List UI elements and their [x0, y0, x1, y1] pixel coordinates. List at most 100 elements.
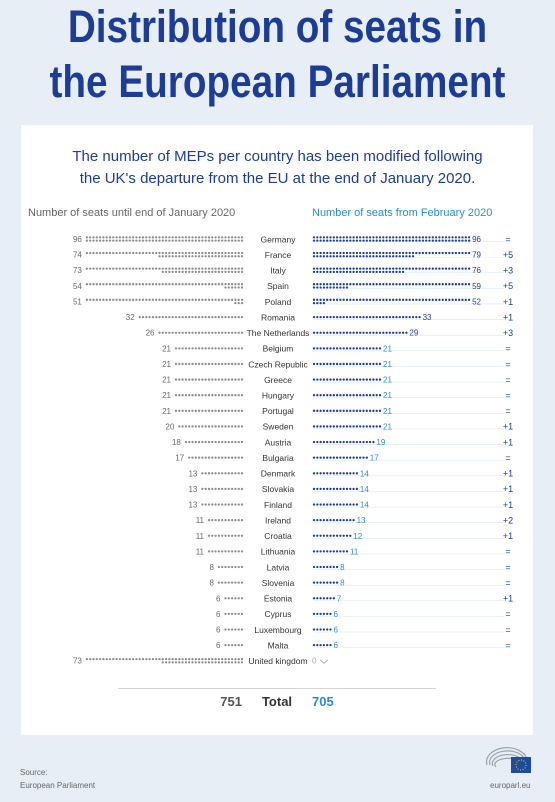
- before-the-netherlands-dot: [197, 331, 201, 334]
- before-italy-dot: [98, 267, 102, 270]
- after-romania-dot: [342, 315, 345, 319]
- after-germany-dot: [349, 239, 352, 242]
- after-bulgaria-dot: [326, 456, 329, 459]
- after-latvia-dot: [322, 565, 326, 569]
- before-greece-dot: [217, 378, 221, 381]
- after-italy-dot: [451, 267, 454, 270]
- before-estonia-dot: [240, 597, 244, 600]
- before-portugal-dot: [194, 409, 197, 412]
- before-france-dot: [125, 251, 128, 255]
- after-romania-dot: [355, 315, 359, 319]
- after-finland-dot: [316, 503, 319, 506]
- after-greece-dot: [345, 378, 349, 381]
- after-germany-dot: [454, 239, 458, 242]
- before-poland-dot: [237, 298, 240, 301]
- before-france-dot: [240, 251, 244, 255]
- before-france-dot: [217, 251, 221, 255]
- after-poland-dot: [395, 298, 398, 301]
- after-poland-dot: [454, 298, 458, 301]
- after-spain-dot: [408, 283, 411, 286]
- before-united-kingdom-dot: [230, 661, 234, 664]
- after-germany-dot: [418, 236, 421, 239]
- before-czech-republic-dot: [201, 362, 204, 366]
- after-italy-dot: [408, 267, 411, 270]
- before-france-dot: [161, 251, 164, 255]
- after-germany-dot: [425, 236, 428, 239]
- country-label-spain: Spain: [267, 281, 289, 291]
- after-czech-republic-dot: [322, 362, 326, 366]
- after-portugal-dot: [335, 409, 339, 412]
- after-germany-dot: [408, 239, 411, 242]
- after-bulgaria-dot: [365, 456, 368, 459]
- after-italy-dot: [395, 270, 398, 274]
- before-france-dot: [237, 251, 240, 255]
- after-denmark-dot: [335, 472, 339, 475]
- after-value-slovakia: 14: [360, 485, 369, 494]
- before-italy-dot: [197, 270, 201, 274]
- before-value-romania: 32: [126, 313, 135, 322]
- after-bulgaria-dot: [312, 456, 316, 459]
- before-finland-dot: [224, 503, 227, 506]
- before-france-dot: [155, 251, 158, 255]
- before-bulgaria-dot: [217, 456, 221, 459]
- before-france-dot: [230, 255, 234, 258]
- before-united-kingdom-dot: [85, 657, 89, 661]
- before-the-netherlands-dot: [188, 331, 191, 334]
- after-slovenia-dot: [316, 581, 319, 584]
- before-italy-dot: [227, 270, 230, 274]
- before-italy-dot: [184, 270, 188, 274]
- before-czech-republic-dot: [194, 362, 197, 366]
- before-germany-dot: [108, 236, 112, 239]
- after-germany-dot: [362, 239, 365, 242]
- before-bulgaria-dot: [201, 456, 204, 459]
- before-value-poland: 51: [73, 297, 82, 306]
- before-the-netherlands-dot: [164, 331, 168, 334]
- after-romania-dot: [398, 315, 401, 319]
- after-romania-dot: [392, 315, 395, 319]
- after-germany-dot: [388, 236, 392, 239]
- after-denmark-dot: [326, 472, 329, 475]
- after-italy-dot: [405, 267, 408, 270]
- before-ireland-dot: [237, 519, 240, 522]
- change-belgium: =: [505, 344, 510, 354]
- after-spain-dot: [418, 283, 421, 286]
- after-spain-dot: [444, 283, 448, 286]
- subtitle-line-2: the UK's departure from the EU at the en…: [79, 170, 476, 187]
- after-the-netherlands-dot: [388, 331, 392, 334]
- change-romania: +1: [503, 312, 513, 322]
- country-label-romania: Romania: [261, 312, 295, 322]
- before-greece-dot: [194, 378, 197, 381]
- after-france-dot: [401, 255, 405, 258]
- before-germany-dot: [85, 236, 89, 239]
- before-belgium-dot: [188, 347, 191, 350]
- after-finland-dot: [322, 503, 326, 506]
- after-italy-dot: [319, 267, 322, 270]
- after-poland-dot: [467, 298, 471, 301]
- before-france-dot: [122, 251, 125, 255]
- before-spain-dot: [237, 283, 240, 286]
- change-portugal: =: [505, 406, 510, 416]
- before-united-kingdom-dot: [224, 657, 227, 661]
- before-spain-dot: [164, 283, 168, 286]
- after-hungary-dot: [365, 394, 368, 397]
- after-portugal-dot: [378, 409, 382, 412]
- before-spain-dot: [221, 283, 224, 286]
- before-ireland-dot: [217, 519, 221, 522]
- after-italy-dot: [362, 270, 365, 274]
- after-germany-dot: [332, 239, 335, 242]
- after-germany-dot: [388, 239, 392, 242]
- before-slovenia-dot: [221, 581, 224, 584]
- after-slovakia-dot: [332, 487, 335, 491]
- before-romania-dot: [164, 315, 168, 319]
- after-poland-dot: [411, 298, 415, 301]
- after-czech-republic-dot: [365, 362, 368, 366]
- before-united-kingdom-dot: [204, 657, 207, 661]
- before-greece-dot: [240, 378, 244, 381]
- after-germany-dot: [421, 239, 425, 242]
- after-germany-dot: [428, 239, 431, 242]
- before-romania-dot: [191, 315, 194, 319]
- after-belgium-dot: [372, 347, 375, 350]
- country-label-denmark: Denmark: [261, 469, 296, 479]
- before-the-netherlands-dot: [234, 331, 237, 334]
- before-portugal-dot: [214, 409, 217, 412]
